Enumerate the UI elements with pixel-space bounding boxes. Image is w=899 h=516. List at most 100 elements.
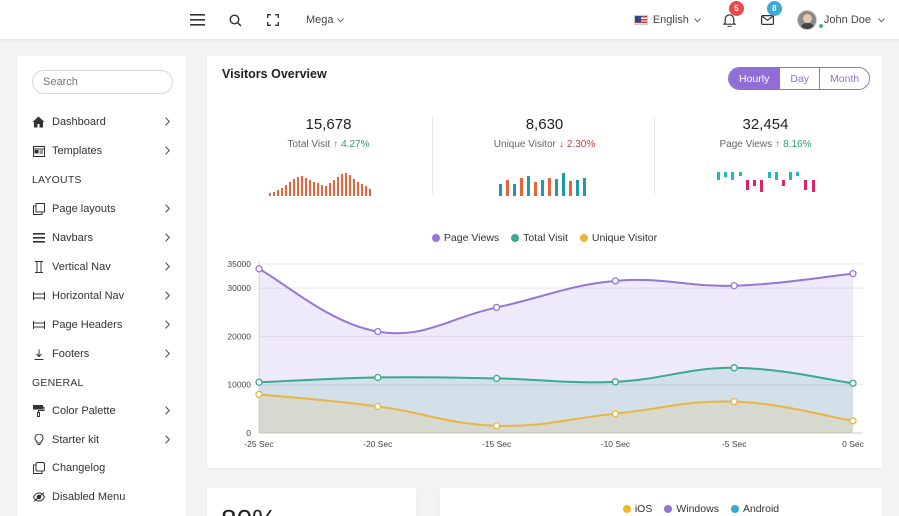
navbar-left: Mega (188, 0, 344, 40)
percentage-card: 80% (207, 488, 416, 516)
stat-value: 32,454 (742, 116, 789, 133)
series-area (259, 367, 853, 433)
data-point (730, 364, 738, 372)
legend-item-windows[interactable]: Windows (664, 503, 719, 515)
stat-divider (654, 116, 655, 194)
chevron-right-icon (165, 349, 170, 358)
legend-item-total-visit[interactable]: Total Visit (511, 232, 568, 244)
avatar (796, 10, 817, 30)
data-point (255, 390, 263, 399)
legend-item-unique-visitor[interactable]: Unique Visitor (579, 232, 658, 244)
stat-change: 4.27% (341, 139, 370, 150)
data-point (492, 303, 501, 312)
stat-unique-visitor: 8,630 Unique Visitor ↓ 2.30% (438, 116, 651, 150)
y-tick-label: 35000 (227, 259, 251, 269)
data-point (730, 397, 738, 406)
data-point (849, 417, 857, 425)
data-point (374, 402, 382, 411)
legend-dot (664, 505, 673, 513)
notifications-button[interactable]: 5 (721, 1, 744, 29)
mega-menu-dropdown[interactable]: Mega (306, 14, 344, 26)
user-menu-dropdown[interactable]: John Doe (796, 10, 885, 30)
data-point (611, 410, 620, 418)
stat-label: Total Visit (287, 139, 331, 150)
messages-button[interactable]: 8 (759, 1, 782, 29)
legend-label: Total Visit (523, 232, 568, 244)
navbar-right: English 5 8 John Doe (633, 0, 885, 40)
data-point (849, 270, 857, 278)
y-tick-label: 20000 (227, 331, 251, 341)
chevron-right-icon (165, 320, 170, 329)
series-line (258, 366, 854, 385)
stat-value: 8,630 (525, 116, 564, 133)
series-area (259, 268, 853, 433)
data-point (374, 373, 382, 382)
sidebar-item-label: Navbars (52, 232, 93, 244)
sidebar-item-color-palette[interactable]: Color Palette (17, 400, 186, 422)
footer-icon (32, 348, 45, 361)
vertical-nav-icon (32, 261, 45, 274)
sidebar-item-starter-kit[interactable]: Starter kit (17, 429, 186, 451)
sidebar-item-vertical-nav[interactable]: Vertical Nav (17, 256, 186, 278)
messages-badge: 8 (766, 1, 782, 16)
hamburger-menu-icon[interactable] (188, 11, 206, 29)
legend-label: Windows (676, 503, 719, 515)
sidebar-item-horizontal-nav[interactable]: Horizontal Nav (17, 285, 186, 307)
stat-page-views: 32,454 Page Views ↑ 8.16% (659, 116, 872, 150)
sidebar-item-label: Dashboard (52, 116, 106, 128)
sidebar-item-navbars[interactable]: Navbars (17, 227, 186, 249)
y-tick-label: 10000 (227, 380, 251, 390)
sparkline-page-views (717, 172, 815, 192)
sidebar: Dashboard Templates LAYOUTS Page layouts… (17, 56, 186, 516)
sidebar-item-label: Page layouts (52, 203, 116, 215)
language-dropdown[interactable]: English (633, 14, 701, 26)
x-tick-label: -10 Sec (601, 439, 631, 449)
sidebar-item-label: Color Palette (52, 405, 116, 417)
legend-item-android[interactable]: Android (730, 503, 779, 515)
legend-dot (730, 505, 739, 513)
chevron-right-icon (165, 146, 170, 155)
chevron-down-icon (694, 17, 701, 23)
sidebar-item-label: Page Headers (52, 319, 123, 331)
stat-value: 15,678 (305, 116, 352, 133)
percentage-value: 80% (221, 504, 277, 516)
data-point (849, 379, 857, 387)
legend-item-ios[interactable]: iOS (622, 503, 652, 515)
notifications-badge: 5 (728, 1, 744, 16)
home-icon (32, 116, 45, 129)
chevron-down-icon (878, 17, 885, 23)
bell-icon (723, 14, 737, 27)
tab-month[interactable]: Month (819, 68, 870, 89)
stat-label: Page Views (719, 139, 773, 150)
sidebar-item-page-headers[interactable]: Page Headers (17, 314, 186, 336)
sidebar-item-templates[interactable]: Templates (17, 140, 186, 162)
data-point (611, 378, 620, 386)
fullscreen-icon[interactable] (264, 11, 282, 29)
sidebar-item-dashboard[interactable]: Dashboard (17, 111, 186, 133)
legend-item-page-views[interactable]: Page Views (431, 232, 499, 244)
copy-icon (32, 203, 45, 216)
legend-label: Unique Visitor (591, 232, 658, 244)
tab-hourly[interactable]: Hourly (729, 68, 780, 89)
tab-day[interactable]: Day (779, 68, 820, 89)
search-icon[interactable] (226, 11, 244, 29)
chevron-right-icon (165, 204, 170, 213)
search-input[interactable] (32, 70, 173, 94)
chevron-right-icon (165, 291, 170, 300)
data-point (492, 422, 501, 430)
horizontal-nav-icon (32, 290, 45, 303)
series-line (258, 267, 854, 335)
stat-total-visit: 15,678 Total Visit ↑ 4.27% (222, 116, 435, 150)
sidebar-item-changelog[interactable]: Changelog (17, 457, 186, 479)
sidebar-item-label: Disabled Menu (52, 491, 126, 503)
sidebar-heading-general: GENERAL (32, 377, 84, 389)
legend-dot (579, 234, 588, 242)
x-tick-label: 0 Sec (842, 439, 864, 449)
y-tick-label: 0 (246, 428, 251, 438)
sparkline-total-visit (269, 173, 371, 196)
period-toggle: Hourly Day Month (728, 67, 871, 90)
sidebar-item-page-layouts[interactable]: Page layouts (17, 198, 186, 220)
paint-roller-icon (32, 405, 45, 418)
sidebar-item-disabled-menu[interactable]: Disabled Menu (17, 486, 186, 508)
sidebar-item-footers[interactable]: Footers (17, 343, 186, 365)
